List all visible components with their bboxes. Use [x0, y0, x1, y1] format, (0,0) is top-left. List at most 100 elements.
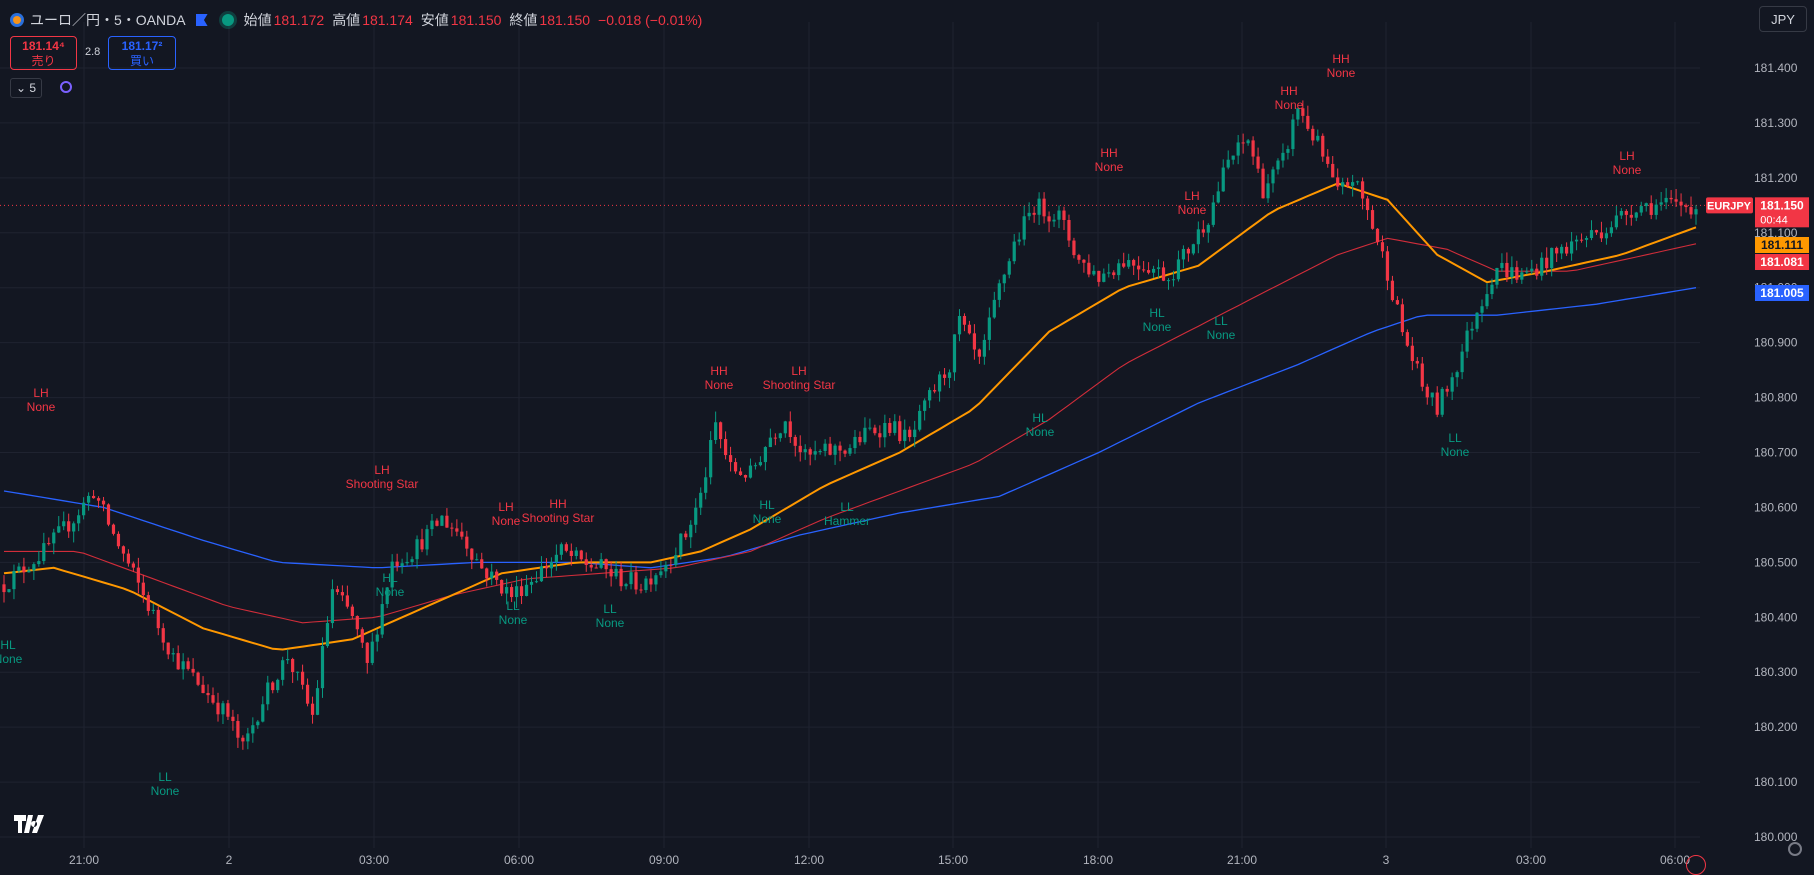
candle-body [485, 568, 489, 579]
candle-body [350, 606, 354, 616]
candle-body [1002, 274, 1006, 284]
symbol-title[interactable]: ユーロ／円・5・OANDA [30, 12, 186, 28]
candle-body [505, 587, 509, 594]
candle-body [1286, 149, 1290, 153]
high-label: 高値 [332, 12, 361, 28]
candle-body [1410, 345, 1414, 362]
candle-body [1326, 156, 1330, 164]
candle-body [604, 559, 608, 570]
candle-body [967, 324, 972, 334]
price-tag [1755, 197, 1809, 228]
candle-body [719, 422, 723, 440]
candle-body [908, 429, 912, 438]
candle-body [1405, 332, 1409, 346]
candle-body [1346, 182, 1350, 186]
flag-icon[interactable] [195, 14, 208, 26]
symbol-tag-label: EURJPY [1707, 200, 1752, 212]
candle-body [923, 400, 927, 411]
candle-body [17, 566, 21, 571]
open-label: 始値 [243, 12, 272, 28]
candle-body [529, 581, 534, 585]
candle-body [2, 584, 6, 593]
x-tick-label: 03:00 [359, 853, 389, 867]
candle-body [1132, 260, 1136, 266]
candle-body [335, 589, 340, 593]
candle-body [1082, 259, 1086, 263]
time-axis[interactable]: 21:00 2 03:00 06:00 09:00 12:00 15:00 18:00 21:0… [69, 853, 1690, 867]
candle-body [355, 615, 359, 630]
candle-body [256, 721, 260, 726]
sell-button[interactable]: 181.14⁴ 売り [10, 36, 77, 70]
candle-body [1351, 182, 1355, 186]
refresh-icon[interactable] [60, 81, 72, 93]
y-tick-label: 180.200 [1754, 720, 1798, 734]
candle-body [1480, 306, 1484, 313]
candle-body [694, 507, 698, 525]
candle-body [1679, 201, 1683, 206]
price-tag-value: 181.081 [1760, 255, 1804, 269]
annotation-label: LL [158, 770, 172, 784]
candle-body [913, 429, 917, 438]
candle-body [1599, 232, 1604, 239]
candle-body [1684, 205, 1688, 208]
candle-body [1535, 268, 1539, 276]
x-tick-label: 15:00 [938, 853, 968, 867]
candle-body [12, 570, 16, 590]
candle-body [67, 521, 71, 532]
sell-label: 売り [31, 54, 56, 68]
currency-selector[interactable]: JPY [1759, 6, 1807, 32]
candle-body [664, 564, 668, 572]
candle-body [1122, 263, 1126, 267]
lightning-icon[interactable] [1686, 855, 1706, 875]
candle-body [654, 575, 658, 585]
candle-body [1007, 261, 1011, 275]
candle-body [644, 578, 648, 591]
moving-averages [3, 182, 1697, 651]
candle-body [649, 578, 653, 585]
candle-body [758, 462, 763, 466]
candle-body [171, 653, 175, 655]
buy-button[interactable]: 181.17² 買い [108, 36, 176, 70]
candle-body [883, 422, 887, 438]
candle-body [1241, 142, 1245, 144]
settings-gear-icon[interactable] [1788, 842, 1802, 856]
candle-body [510, 587, 514, 598]
candle-body [1594, 230, 1599, 233]
candle-body [947, 372, 952, 378]
candle-body [534, 581, 539, 583]
candle-body [435, 520, 439, 526]
annotation-label: LH [33, 386, 48, 400]
candle-body [271, 682, 275, 691]
candle-body [305, 684, 310, 704]
candle-body [1515, 267, 1519, 280]
candle-body [176, 653, 180, 670]
collapse-legend-button[interactable]: ⌄ 5 [10, 78, 42, 98]
candle-body [42, 543, 46, 562]
candle-body [1281, 152, 1285, 161]
candle-body [803, 449, 807, 453]
x-tick-label: 09:00 [649, 853, 679, 867]
candle-body [962, 316, 967, 325]
candle-body [853, 436, 857, 449]
candle-body [1077, 255, 1081, 260]
candle-body [1689, 207, 1693, 215]
annotation-pattern: None [1275, 98, 1304, 112]
candle-body [91, 495, 96, 499]
candle-body [1037, 198, 1041, 215]
annotation-pattern: None [1327, 66, 1356, 80]
candle-body [873, 427, 877, 434]
price-axis[interactable]: 181.400181.300181.200181.100181.000180.9… [1754, 61, 1798, 844]
candle-body [793, 437, 797, 446]
candle-body [748, 465, 753, 478]
annotation-label: LH [374, 463, 389, 477]
candle-body [1102, 273, 1106, 282]
candle-body [27, 570, 31, 573]
y-tick-label: 180.300 [1754, 665, 1798, 679]
candle-body [251, 725, 255, 734]
tradingview-logo-icon[interactable] [14, 815, 46, 833]
candle-body [689, 524, 693, 538]
candle-body [1400, 304, 1404, 333]
candle-body [1619, 211, 1623, 216]
candle-body [1375, 228, 1380, 243]
